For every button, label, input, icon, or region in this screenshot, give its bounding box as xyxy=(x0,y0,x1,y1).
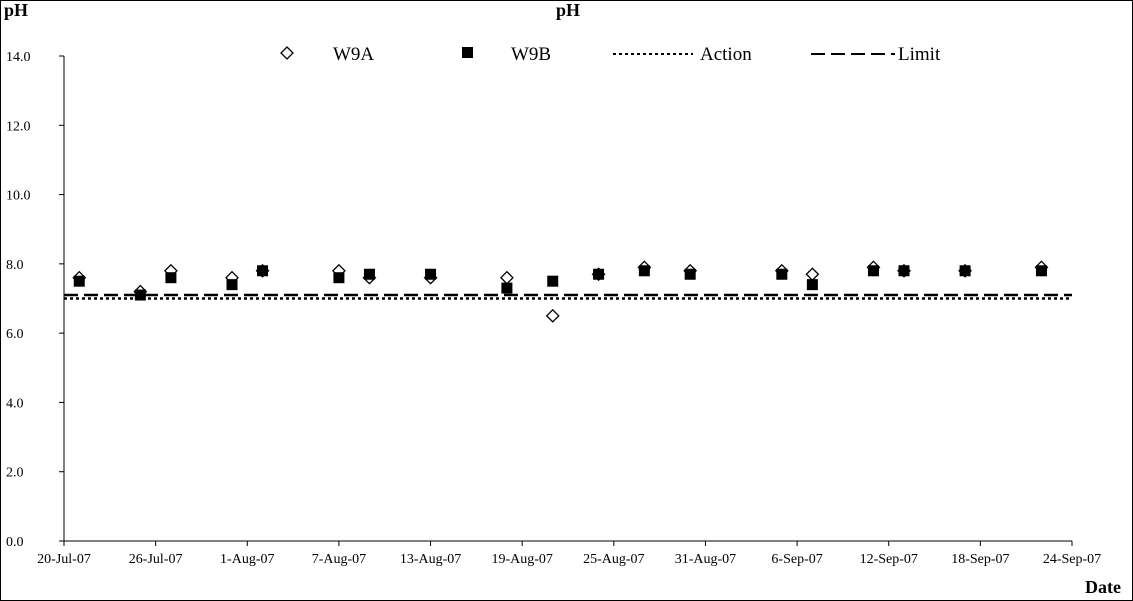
y-tick-label: 12.0 xyxy=(6,119,31,134)
point-w9a xyxy=(805,267,820,282)
y-tick-label: 4.0 xyxy=(6,396,24,411)
legend-label-w9b: W9B xyxy=(511,44,551,65)
point-w9b xyxy=(363,268,375,280)
point-w9b xyxy=(226,279,238,291)
point-w9b xyxy=(593,268,605,280)
x-tick-label: 31-Aug-07 xyxy=(675,552,736,567)
y-tick-label: 14.0 xyxy=(6,50,31,65)
point-w9b xyxy=(867,265,879,277)
legend-label-w9a: W9A xyxy=(333,44,374,65)
y-axis-title: pH xyxy=(4,0,29,20)
legend-marker-w9a xyxy=(280,46,294,60)
point-w9b xyxy=(776,268,788,280)
point-w9b xyxy=(806,279,818,291)
x-tick-label: 6-Sep-07 xyxy=(771,552,822,567)
point-w9b xyxy=(333,272,345,284)
point-w9b xyxy=(959,265,971,277)
legend-label-limit: Limit xyxy=(898,44,941,65)
point-w9b xyxy=(425,268,437,280)
point-w9a xyxy=(545,308,560,323)
point-w9b xyxy=(684,268,696,280)
x-tick-label: 7-Aug-07 xyxy=(312,552,366,567)
x-tick-label: 25-Aug-07 xyxy=(583,552,644,567)
point-w9b xyxy=(73,275,85,287)
x-tick-label: 1-Aug-07 xyxy=(220,552,274,567)
x-tick-label: 20-Jul-07 xyxy=(37,552,91,567)
point-w9b xyxy=(1035,265,1047,277)
point-w9b xyxy=(165,272,177,284)
x-tick-label: 26-Jul-07 xyxy=(129,552,183,567)
point-w9b xyxy=(257,265,269,277)
x-tick-label: 19-Aug-07 xyxy=(491,552,552,567)
y-tick-label: 0.0 xyxy=(6,535,24,550)
chart-title: pH xyxy=(556,0,581,20)
point-w9b xyxy=(898,265,910,277)
point-w9b xyxy=(134,289,146,301)
y-tick-label: 10.0 xyxy=(6,189,31,204)
x-axis-title: Date xyxy=(1085,577,1121,597)
point-w9a xyxy=(499,270,514,285)
legend-label-action: Action xyxy=(700,44,752,65)
x-tick-label: 12-Sep-07 xyxy=(860,552,918,567)
point-w9b xyxy=(638,265,650,277)
y-tick-label: 8.0 xyxy=(6,258,24,273)
x-tick-label: 13-Aug-07 xyxy=(400,552,461,567)
point-w9b xyxy=(547,275,559,287)
y-tick-label: 2.0 xyxy=(6,466,24,481)
legend-marker-w9b xyxy=(462,47,473,58)
y-tick-label: 6.0 xyxy=(6,327,24,342)
x-tick-label: 18-Sep-07 xyxy=(951,552,1009,567)
point-w9b xyxy=(501,282,513,294)
x-tick-label: 24-Sep-07 xyxy=(1043,552,1101,567)
